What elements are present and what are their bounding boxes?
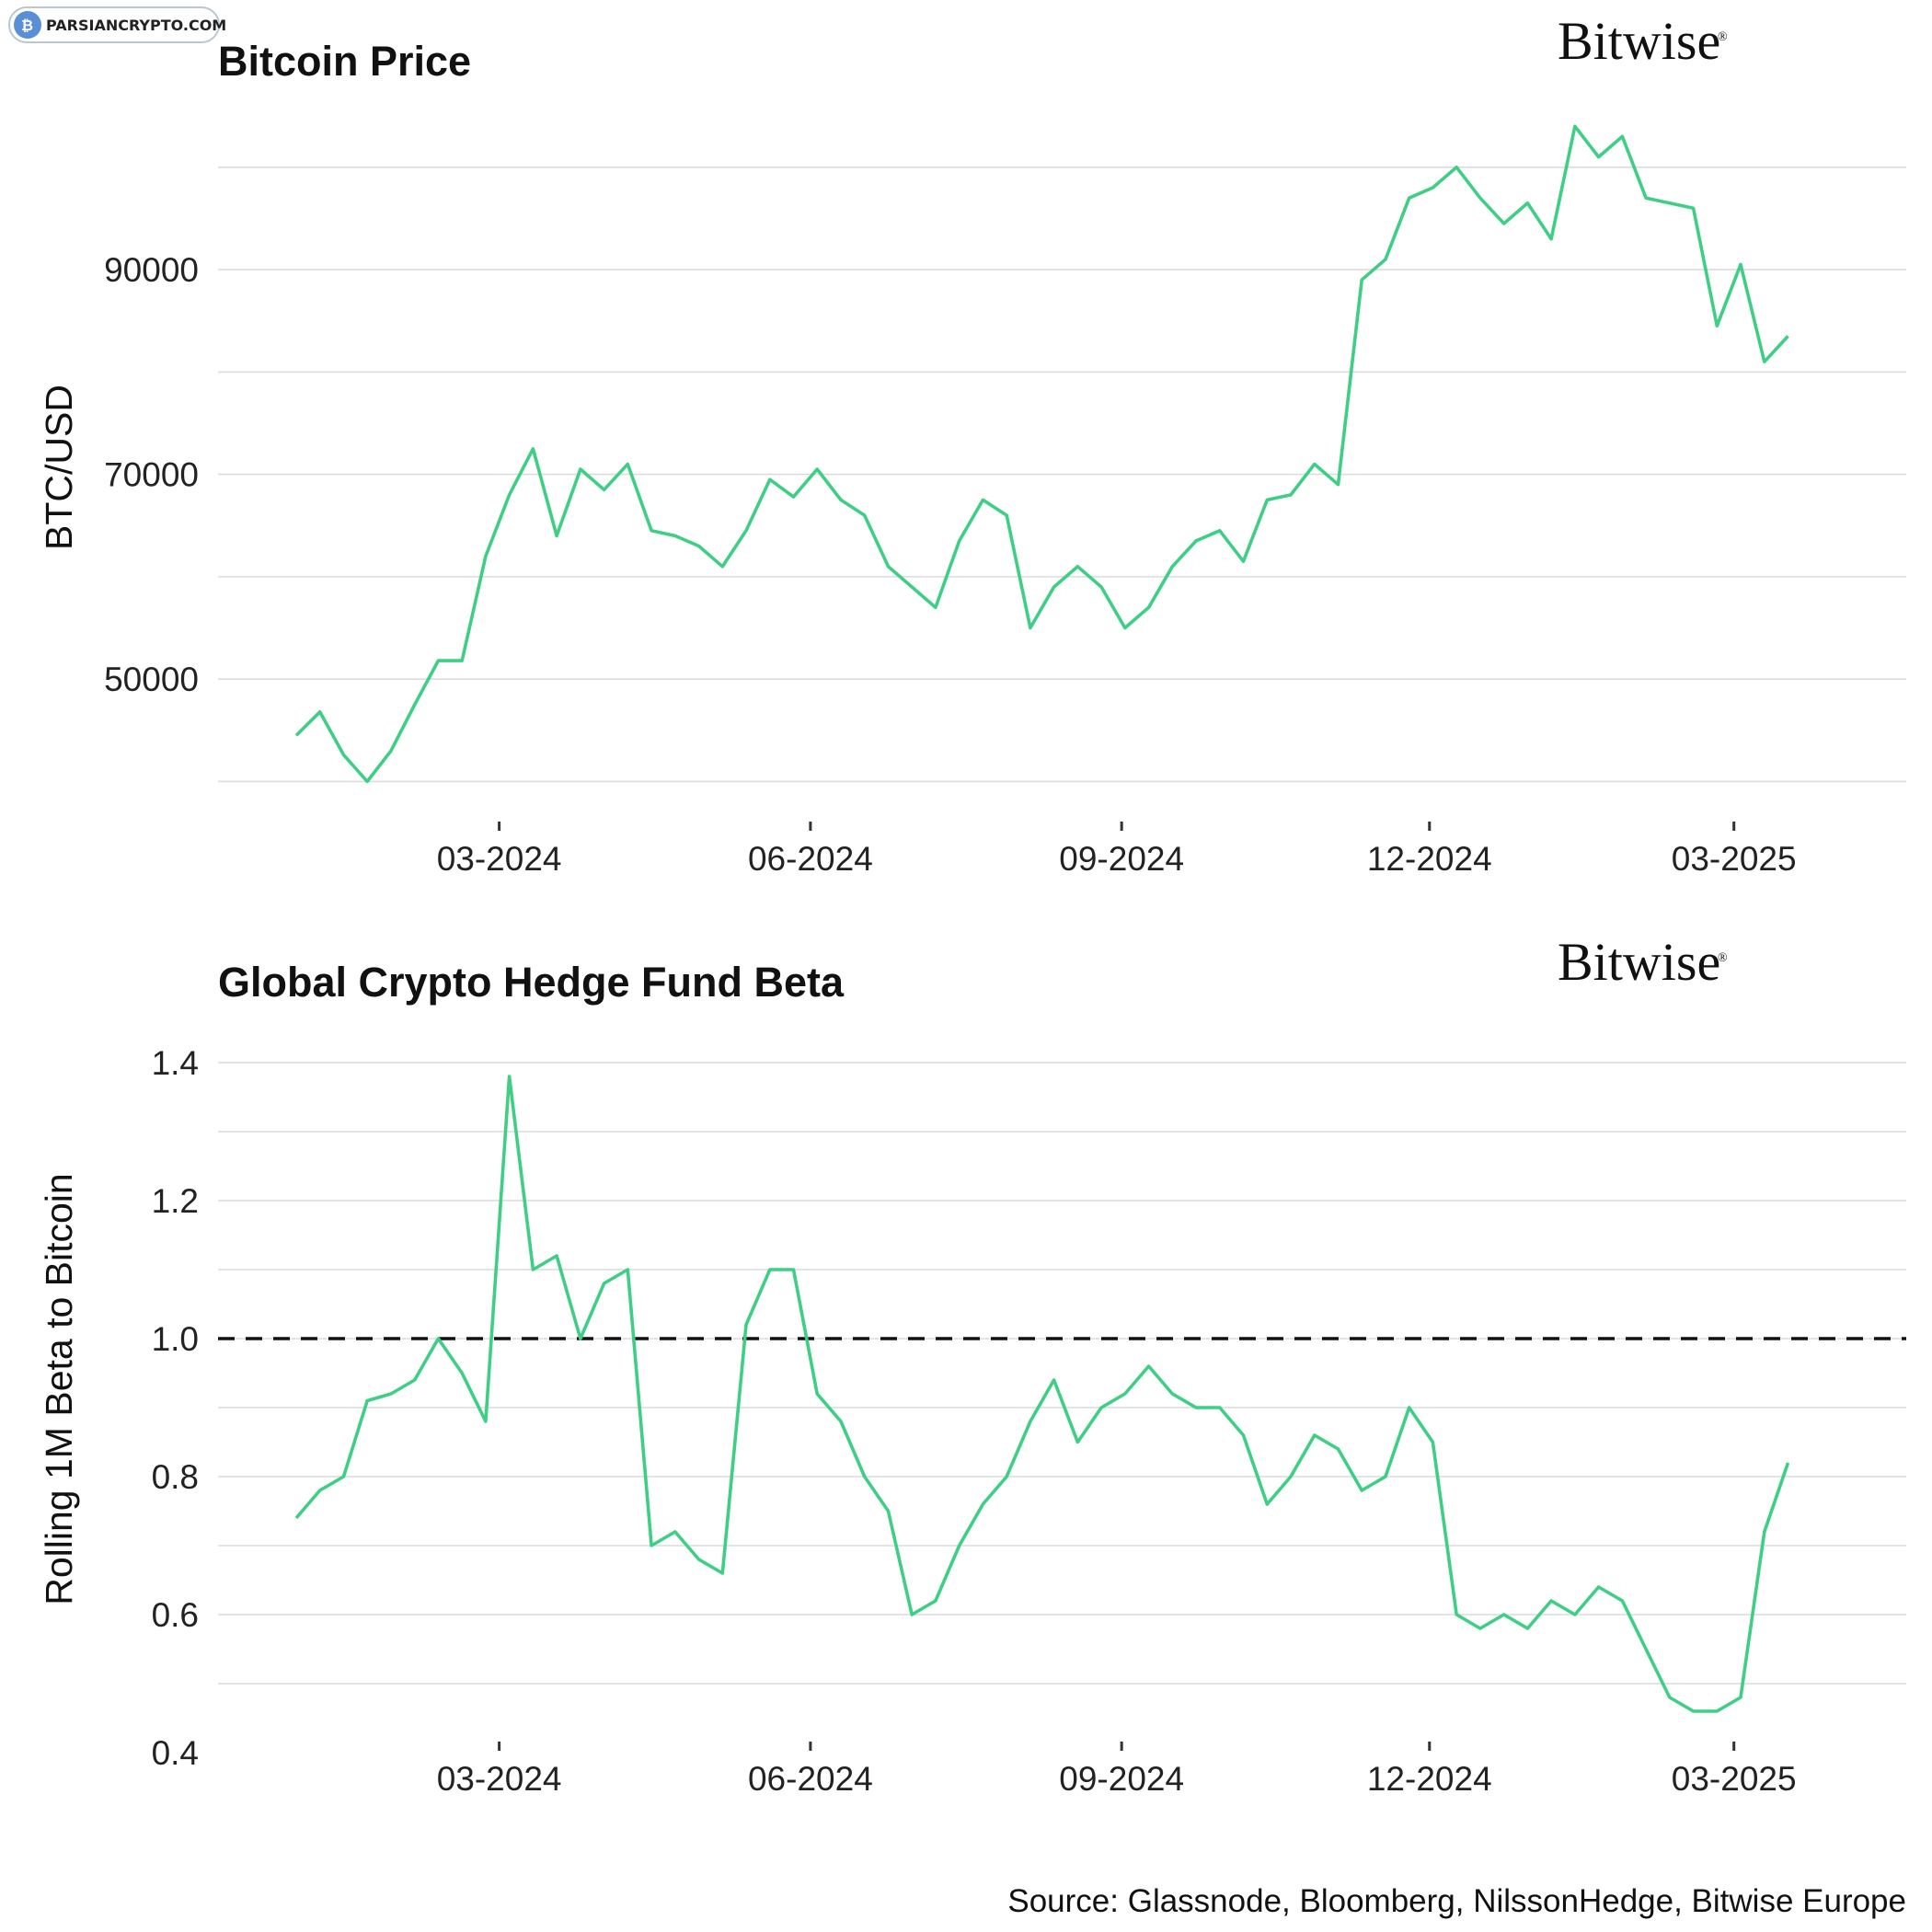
watermark-text: PARSIANCRYPTO.COM bbox=[46, 17, 226, 34]
gridlines bbox=[218, 166, 1906, 783]
brand-logo: Bitwise ® bbox=[1558, 11, 1728, 71]
x-tick-label: 03-2025 bbox=[1672, 1760, 1797, 1798]
btc-price-line bbox=[294, 124, 1789, 784]
x-tick-label: 06-2024 bbox=[748, 840, 873, 878]
y-tick-label: 0.8 bbox=[152, 1458, 199, 1496]
coin-logo-icon bbox=[14, 11, 41, 39]
y-tick-label: 1.4 bbox=[152, 1044, 199, 1082]
brand-mark: ® bbox=[1718, 951, 1728, 965]
beta-line bbox=[294, 1075, 1790, 1713]
svg-text:₿: ₿ bbox=[21, 17, 33, 34]
y-tick-label: 1.0 bbox=[152, 1320, 199, 1358]
y-axis-ticks: 0.4 0.6 0.8 1.0 1.2 1.4 bbox=[152, 1044, 199, 1772]
brand-logo: Bitwise ® bbox=[1558, 932, 1728, 992]
brand-name: Bitwise bbox=[1558, 932, 1720, 992]
chart-title: Global Crypto Hedge Fund Beta bbox=[218, 959, 845, 1006]
y-tick-label: 0.6 bbox=[152, 1596, 199, 1634]
x-tick-label: 12-2024 bbox=[1367, 1760, 1492, 1798]
y-tick-label: 70000 bbox=[104, 456, 199, 494]
source-note: Source: Glassnode, Bloomberg, NilssonHed… bbox=[1007, 1883, 1906, 1919]
x-tick-label: 03-2024 bbox=[437, 1760, 562, 1798]
x-axis-ticks: 03-2024 06-2024 09-2024 12-2024 03-2025 bbox=[437, 1742, 1797, 1798]
x-tick-label: 03-2024 bbox=[437, 840, 562, 878]
x-tick-label: 09-2024 bbox=[1059, 1760, 1184, 1798]
x-axis-ticks: 03-2024 06-2024 09-2024 12-2024 03-2025 bbox=[437, 822, 1797, 878]
x-tick-label: 09-2024 bbox=[1059, 840, 1184, 878]
brand-mark: ® bbox=[1718, 30, 1728, 44]
y-axis-label: BTC/USD bbox=[38, 385, 80, 550]
brand-name: Bitwise bbox=[1558, 11, 1720, 71]
gridlines bbox=[218, 1062, 1906, 1685]
y-tick-label: 0.4 bbox=[152, 1734, 199, 1772]
y-tick-label: 1.2 bbox=[152, 1182, 199, 1220]
bitcoin-price-chart: Bitcoin Price Bitwise ® 500007000090000 … bbox=[38, 11, 1906, 878]
y-tick-label: 50000 bbox=[104, 661, 199, 698]
chart-title: Bitcoin Price bbox=[218, 38, 471, 85]
y-axis-label: Rolling 1M Beta to Bitcoin bbox=[38, 1173, 80, 1604]
y-tick-label: 90000 bbox=[104, 251, 199, 289]
x-tick-label: 12-2024 bbox=[1367, 840, 1492, 878]
hedge-fund-beta-chart: Global Crypto Hedge Fund Beta Bitwise ® … bbox=[38, 932, 1906, 1798]
x-tick-label: 03-2025 bbox=[1672, 840, 1797, 878]
x-tick-label: 06-2024 bbox=[748, 1760, 873, 1798]
watermark-badge: ₿ PARSIANCRYPTO.COM bbox=[8, 6, 226, 43]
y-axis-ticks: 50000 70000 90000 bbox=[104, 251, 199, 698]
